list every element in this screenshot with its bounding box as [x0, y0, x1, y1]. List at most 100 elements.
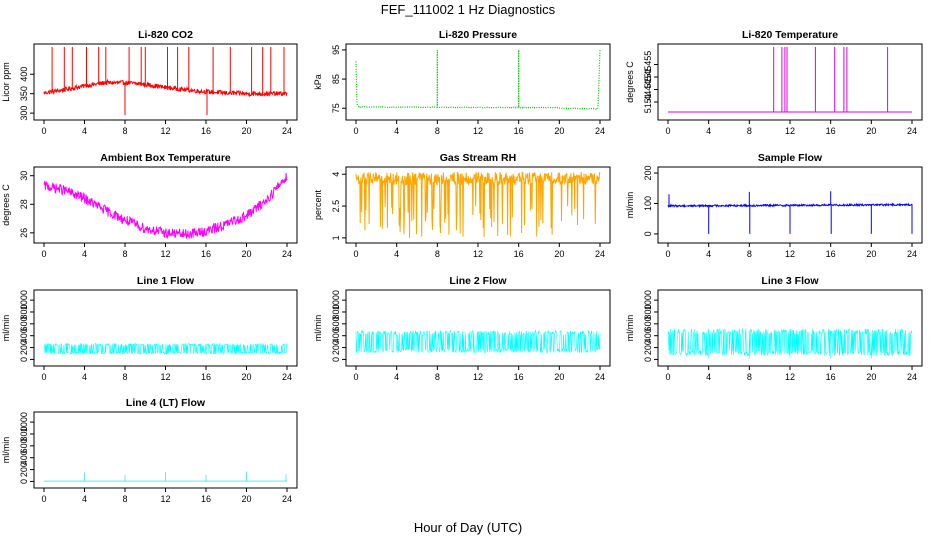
chart-title: Sample Flow	[758, 152, 823, 164]
series-group	[44, 471, 287, 482]
y-axis-label: degrees C	[1, 184, 11, 226]
series-line	[44, 471, 287, 482]
x-tick-label: 4	[82, 126, 87, 136]
series-group	[43, 47, 288, 116]
y-tick-label: 0	[643, 357, 653, 362]
x-tick-label: 24	[282, 126, 292, 136]
x-tick-label: 0	[41, 126, 46, 136]
x-tick-label: 8	[122, 249, 127, 259]
chart-title: Gas Stream RH	[440, 152, 516, 164]
x-tick-label: 12	[160, 126, 170, 136]
x-tick-label: 16	[201, 249, 211, 259]
y-tick-label: 51.455	[643, 51, 653, 79]
x-tick-label: 24	[907, 126, 917, 136]
x-tick-label: 4	[82, 249, 87, 259]
chart-panel: Li-820 Temperature degrees C 0 4 8 12 16 20 24 51…	[625, 29, 923, 136]
x-tick-label: 8	[435, 126, 440, 136]
x-tick-label: 20	[554, 249, 564, 259]
x-tick-label: 24	[595, 126, 605, 136]
x-tick-label: 20	[866, 249, 876, 259]
y-tick-label: 1000	[331, 290, 341, 310]
series-line	[667, 191, 913, 234]
plot-frame	[345, 289, 611, 367]
series-group	[43, 342, 288, 356]
y-tick-label: 1000	[19, 412, 29, 432]
y-tick-label: 800	[19, 304, 29, 319]
x-tick-label: 8	[747, 249, 752, 259]
y-tick-label: 2.5	[331, 200, 341, 213]
y-tick-label: 26	[19, 228, 29, 238]
y-tick-label: 100	[643, 196, 653, 211]
series-group	[668, 47, 912, 113]
chart-title: Li-820 CO2	[138, 29, 193, 41]
x-tick-label: 20	[554, 372, 564, 382]
chart-title: Li-820 Temperature	[742, 29, 838, 41]
x-tick-label: 16	[826, 372, 836, 382]
x-tick-label: 16	[826, 126, 836, 136]
series-line	[355, 49, 601, 110]
y-tick-label: 300	[19, 106, 29, 121]
y-tick-label: 400	[19, 67, 29, 82]
y-tick-label: 600	[331, 316, 341, 331]
series-group	[43, 172, 288, 239]
x-tick-label: 16	[514, 126, 524, 136]
y-axis-label: Licor ppm	[1, 62, 11, 102]
x-tick-label: 16	[201, 494, 211, 504]
series-line	[667, 327, 913, 359]
series-line	[668, 47, 912, 113]
y-tick-label: 95	[331, 45, 341, 55]
x-tick-label: 20	[866, 126, 876, 136]
chart-title: Line 2 Flow	[449, 275, 507, 287]
chart-panel: Line 1 Flow ml/min 0 4 8 12 16 20 24 0 20040060080…	[1, 275, 298, 382]
chart-panel: Line 2 Flow ml/min 0 4 8 12 16 20 24 0 20040060080…	[313, 275, 611, 382]
x-tick-label: 24	[282, 372, 292, 382]
y-tick-label: 0	[643, 231, 653, 236]
chart-panel: Line 3 Flow ml/min 0 4 8 12 16 20 24 0 20040060080…	[625, 275, 923, 382]
x-tick-label: 16	[514, 249, 524, 259]
y-axis-label: ml/min	[313, 315, 323, 342]
y-tick-label: 400	[19, 450, 29, 465]
x-tick-label: 24	[282, 249, 292, 259]
y-tick-label: 0	[19, 357, 29, 362]
chart-title: Ambient Box Temperature	[100, 152, 231, 164]
y-axis-label: ml/min	[625, 315, 635, 342]
y-tick-label: 350	[19, 86, 29, 101]
x-tick-label: 8	[747, 372, 752, 382]
series-line	[43, 172, 288, 239]
x-tick-label: 0	[665, 249, 670, 259]
x-tick-label: 8	[122, 494, 127, 504]
x-tick-label: 16	[201, 126, 211, 136]
x-tick-label: 0	[41, 494, 46, 504]
x-tick-label: 20	[241, 494, 251, 504]
x-tick-label: 4	[82, 372, 87, 382]
chart-title: Line 3 Flow	[761, 275, 819, 287]
x-tick-label: 24	[595, 249, 605, 259]
series-line	[355, 171, 601, 238]
x-tick-label: 0	[353, 372, 358, 382]
y-tick-label: 400	[331, 328, 341, 343]
y-tick-label: 28	[19, 199, 29, 209]
x-tick-label: 0	[353, 249, 358, 259]
x-tick-label: 20	[866, 372, 876, 382]
x-tick-label: 12	[785, 372, 795, 382]
y-tick-label: 200	[643, 340, 653, 355]
y-tick-label: 75	[331, 103, 341, 113]
y-tick-label: 85	[331, 74, 341, 84]
series-line	[43, 342, 288, 356]
y-axis-label: ml/min	[625, 192, 635, 219]
series-group	[355, 329, 601, 354]
y-tick-label: 4	[331, 172, 341, 177]
y-axis-label: degrees C	[625, 61, 635, 103]
x-tick-label: 4	[706, 126, 711, 136]
x-tick-label: 8	[747, 126, 752, 136]
series-group	[667, 191, 913, 234]
plot-frame	[657, 43, 923, 121]
y-axis-label: percent	[313, 189, 323, 220]
y-axis-label: kPa	[313, 74, 323, 90]
y-tick-label: 400	[643, 328, 653, 343]
y-tick-label: 51.445	[643, 76, 653, 104]
x-tick-label: 12	[160, 249, 170, 259]
x-tick-label: 12	[160, 494, 170, 504]
x-tick-label: 8	[435, 372, 440, 382]
